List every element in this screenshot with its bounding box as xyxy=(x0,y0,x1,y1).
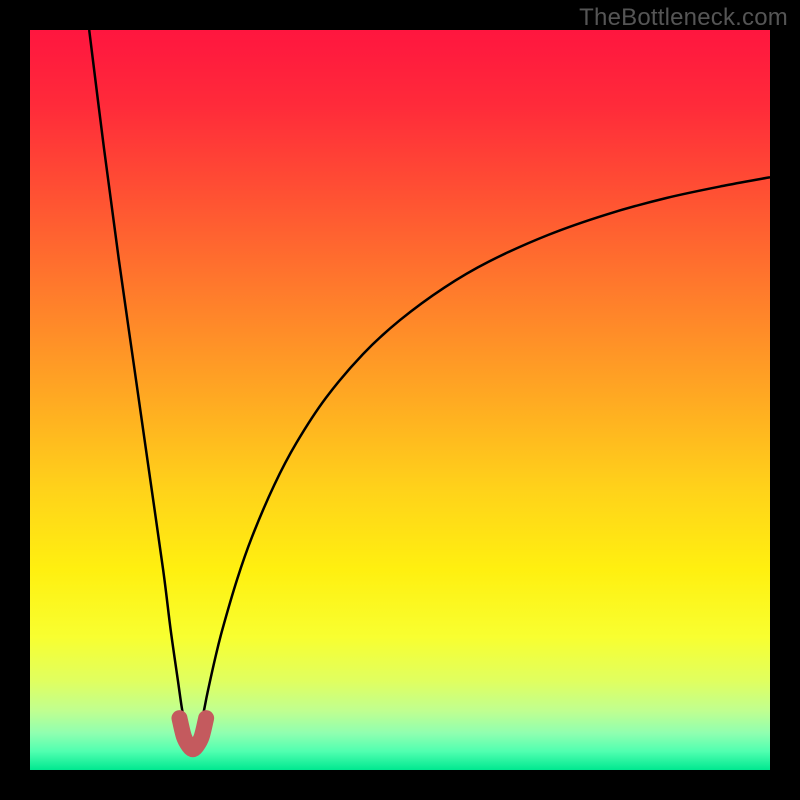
plot-background xyxy=(30,30,770,770)
chart-container: TheBottleneck.com xyxy=(0,0,800,800)
watermark-text: TheBottleneck.com xyxy=(579,4,788,32)
bottleneck-chart xyxy=(0,0,800,800)
